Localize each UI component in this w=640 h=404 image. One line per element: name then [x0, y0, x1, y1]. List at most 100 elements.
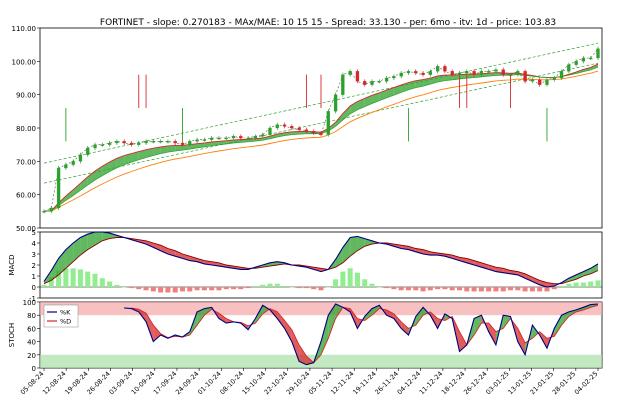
candle-body [239, 136, 242, 138]
macd-histogram-bar [289, 287, 294, 288]
macd-histogram-bar [195, 287, 200, 290]
candle-body [312, 131, 315, 133]
macd-histogram-bar [238, 287, 243, 289]
candle-body [101, 145, 104, 146]
candle-body [152, 141, 155, 142]
candle-body [371, 81, 374, 84]
macd-histogram-bar [224, 287, 229, 289]
macd-histogram-bar [464, 287, 469, 291]
macd-histogram-bar [78, 269, 83, 287]
stoch-oversold-band [40, 355, 602, 368]
candle-body [247, 138, 250, 139]
candle-body [283, 125, 286, 127]
stoch-legend-k-label: %K [60, 309, 71, 317]
macd-histogram-bar [267, 284, 272, 287]
macd-histogram-bar [173, 287, 178, 293]
macd-histogram-bar [100, 278, 105, 287]
chart-title: FORTINET - slope: 0.270183 - MAx/MAE: 10… [100, 18, 556, 28]
stoch-legend-d-label: %D [60, 318, 71, 326]
candle-body [254, 136, 257, 138]
price-y-tick-label: 90.00 [16, 92, 36, 100]
candle-body [261, 135, 264, 137]
candle-body [298, 128, 301, 130]
candle-body [159, 141, 162, 142]
macd-histogram-bar [515, 287, 520, 290]
macd-y-tick-label: 0 [32, 284, 36, 292]
macd-histogram-bar [319, 287, 324, 290]
candle-body [94, 145, 97, 148]
candle-body [196, 140, 199, 142]
candle-body [188, 141, 191, 144]
stoch-overbought-band [40, 302, 602, 315]
macd-histogram-bar [450, 287, 455, 290]
macd-histogram-bar [71, 268, 76, 287]
stoch-y-tick-label: 80 [27, 312, 36, 320]
macd-histogram-bar [253, 286, 258, 287]
candle-body [363, 81, 366, 84]
macd-histogram-bar [114, 285, 119, 287]
candle-body [502, 70, 505, 75]
candle-body [531, 80, 534, 82]
macd-histogram-bar [566, 284, 571, 287]
macd-histogram-bar [391, 287, 396, 289]
macd-y-tick-label: 5 [32, 229, 36, 237]
macd-histogram-bar [523, 287, 528, 291]
x-axis: 05-08-2412-08-2419-08-2426-08-2403-09-24… [19, 368, 600, 396]
candle-body [181, 143, 184, 145]
macd-histogram-bar [165, 287, 170, 293]
candle-body [72, 161, 75, 164]
candle-body [451, 71, 454, 74]
stoch-axis-label: STOCH [8, 323, 16, 347]
macd-histogram-bar [472, 287, 477, 291]
candle-body [414, 71, 417, 73]
macd-histogram-bar [260, 285, 265, 287]
macd-histogram-bar [574, 283, 579, 287]
price-y-tick-label: 100.00 [12, 58, 37, 66]
candle-body [436, 66, 439, 71]
candle-body [232, 136, 235, 138]
macd-histogram-bar [435, 287, 440, 289]
macd-histogram-bar [136, 287, 141, 289]
candle-body [356, 71, 359, 81]
macd-histogram-bar [530, 287, 535, 291]
candle-body [443, 66, 446, 71]
macd-histogram-bar [362, 279, 367, 287]
stoch-y-tick-label: 100 [23, 299, 36, 307]
macd-histogram-bar [187, 287, 192, 291]
macd-histogram-bar [122, 287, 127, 288]
candle-body [305, 130, 308, 132]
macd-histogram-bar [311, 287, 316, 289]
macd-histogram-bar [129, 287, 134, 288]
candle-body [290, 126, 293, 128]
macd-histogram-bar [406, 287, 411, 290]
candle-body [487, 71, 490, 72]
candle-body [407, 71, 410, 73]
macd-histogram-bar [158, 287, 163, 293]
macd-histogram-bar [399, 287, 404, 290]
candle-body [137, 143, 140, 145]
candle-body [130, 143, 133, 145]
candle-body [422, 73, 425, 75]
macd-histogram-bar [326, 287, 331, 288]
macd-histogram-bar [377, 287, 382, 288]
macd-histogram-bar [107, 282, 112, 288]
macd-histogram-bar [421, 287, 426, 291]
macd-histogram-bar [552, 287, 557, 289]
stoch-y-tick-label: 60 [27, 325, 36, 333]
macd-histogram-bar [246, 287, 251, 288]
macd-histogram-bar [340, 272, 345, 287]
macd-histogram-bar [209, 287, 214, 290]
candle-body [268, 128, 271, 135]
candle-body [473, 71, 476, 74]
candle-body [480, 71, 483, 74]
candle-body [494, 70, 497, 72]
macd-histogram-bar [581, 283, 586, 287]
macd-histogram-bar [442, 287, 447, 289]
candle-body [327, 111, 330, 134]
macd-histogram-bar [486, 287, 491, 291]
macd-y-tick-label: 3 [32, 251, 36, 259]
candle-body [582, 58, 585, 61]
